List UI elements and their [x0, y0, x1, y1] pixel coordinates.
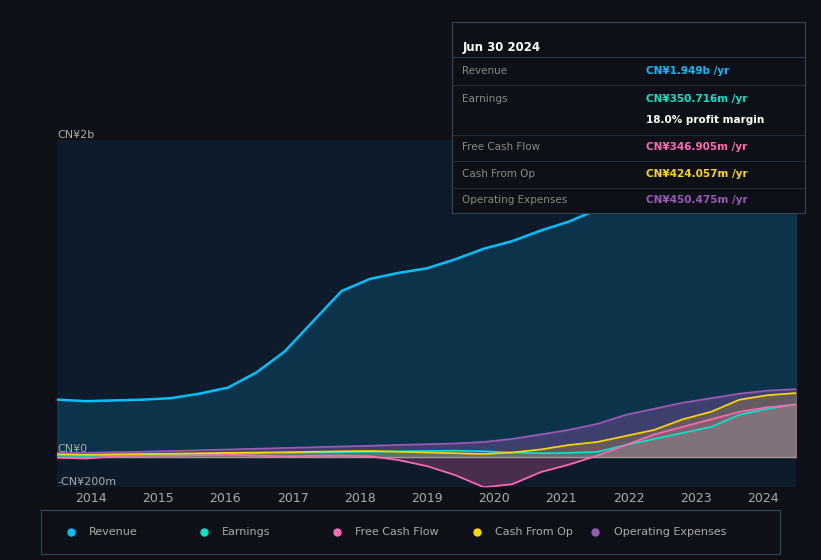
Text: Revenue: Revenue — [462, 66, 507, 76]
Text: CN¥0: CN¥0 — [57, 444, 88, 454]
Text: CN¥424.057m /yr: CN¥424.057m /yr — [646, 169, 747, 179]
Text: CN¥2b: CN¥2b — [57, 130, 94, 140]
Text: CN¥346.905m /yr: CN¥346.905m /yr — [646, 142, 747, 152]
Text: Earnings: Earnings — [222, 527, 271, 537]
Text: CN¥1.949b /yr: CN¥1.949b /yr — [646, 66, 729, 76]
Text: CN¥450.475m /yr: CN¥450.475m /yr — [646, 195, 747, 205]
Text: Cash From Op: Cash From Op — [496, 527, 573, 537]
Text: Free Cash Flow: Free Cash Flow — [462, 142, 540, 152]
Text: -CN¥200m: -CN¥200m — [57, 477, 117, 487]
Text: Operating Expenses: Operating Expenses — [462, 195, 567, 205]
Text: Free Cash Flow: Free Cash Flow — [355, 527, 438, 537]
Text: Cash From Op: Cash From Op — [462, 169, 535, 179]
Text: Jun 30 2024: Jun 30 2024 — [462, 41, 540, 54]
Text: Earnings: Earnings — [462, 94, 507, 104]
Text: CN¥350.716m /yr: CN¥350.716m /yr — [646, 94, 747, 104]
Text: 18.0% profit margin: 18.0% profit margin — [646, 115, 764, 125]
Text: Revenue: Revenue — [89, 527, 138, 537]
Text: Operating Expenses: Operating Expenses — [613, 527, 726, 537]
